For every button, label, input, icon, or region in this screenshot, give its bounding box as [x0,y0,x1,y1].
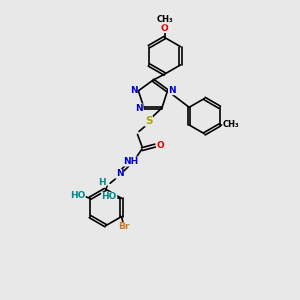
Text: H: H [98,178,106,187]
Text: N: N [130,86,137,95]
Text: NH: NH [123,157,138,166]
Text: Br: Br [118,222,130,231]
Text: CH₃: CH₃ [223,121,239,130]
Text: N: N [135,104,143,113]
Text: O: O [157,141,164,150]
Text: N: N [116,169,123,178]
Text: CH₃: CH₃ [156,15,173,24]
Text: N: N [168,86,176,95]
Text: HO: HO [70,191,85,200]
Text: HO: HO [101,192,117,201]
Text: O: O [161,24,169,33]
Text: S: S [145,116,152,126]
